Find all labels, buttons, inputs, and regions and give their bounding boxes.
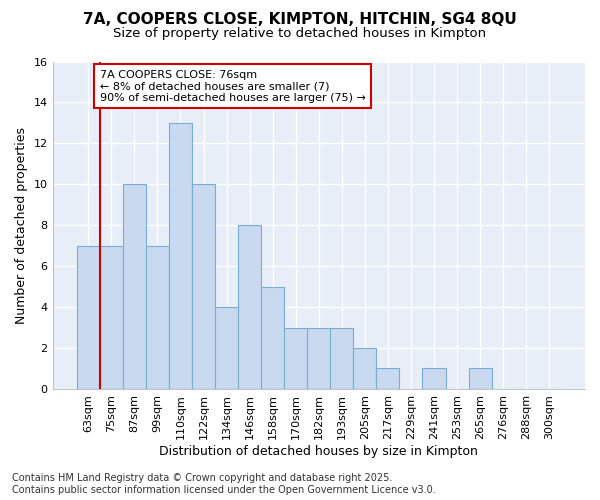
Bar: [100, 246, 123, 389]
Bar: [307, 328, 330, 389]
Bar: [261, 286, 284, 389]
Bar: [146, 246, 169, 389]
Bar: [192, 184, 215, 389]
Bar: [376, 368, 400, 389]
Bar: [284, 328, 307, 389]
Y-axis label: Number of detached properties: Number of detached properties: [15, 126, 28, 324]
Bar: [215, 307, 238, 389]
Bar: [169, 123, 192, 389]
Bar: [330, 328, 353, 389]
Bar: [238, 225, 261, 389]
X-axis label: Distribution of detached houses by size in Kimpton: Distribution of detached houses by size …: [160, 444, 478, 458]
Bar: [469, 368, 491, 389]
Text: Size of property relative to detached houses in Kimpton: Size of property relative to detached ho…: [113, 28, 487, 40]
Bar: [422, 368, 446, 389]
Text: 7A COOPERS CLOSE: 76sqm
← 8% of detached houses are smaller (7)
90% of semi-deta: 7A COOPERS CLOSE: 76sqm ← 8% of detached…: [100, 70, 365, 103]
Bar: [77, 246, 100, 389]
Text: Contains HM Land Registry data © Crown copyright and database right 2025.
Contai: Contains HM Land Registry data © Crown c…: [12, 474, 436, 495]
Bar: [123, 184, 146, 389]
Bar: [353, 348, 376, 389]
Text: 7A, COOPERS CLOSE, KIMPTON, HITCHIN, SG4 8QU: 7A, COOPERS CLOSE, KIMPTON, HITCHIN, SG4…: [83, 12, 517, 28]
